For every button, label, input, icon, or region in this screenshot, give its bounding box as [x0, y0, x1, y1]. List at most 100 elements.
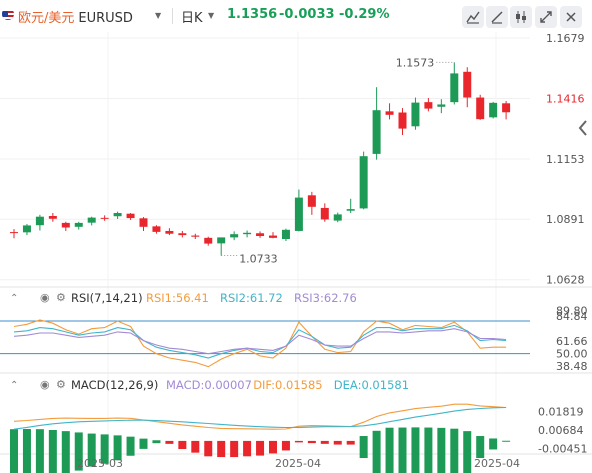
- candle-body: [489, 102, 498, 118]
- symbol-selector[interactable]: 欧元/美元 EURUSD: [18, 7, 133, 26]
- price-tick-label: 1.1416: [546, 92, 585, 105]
- macd-histogram-bar: [333, 440, 342, 445]
- draw-button[interactable]: [486, 6, 508, 28]
- candle-body: [346, 209, 355, 211]
- macd-histogram-bar: [22, 429, 31, 473]
- x-tick-label: 2025-04: [275, 457, 321, 470]
- close-icon: [566, 12, 576, 22]
- rsi-tick-label: 89.80: [556, 304, 588, 317]
- macd-histogram-bar: [294, 440, 303, 443]
- macd-histogram-bar: [204, 440, 213, 457]
- candle-body: [48, 216, 57, 219]
- expand-icon: [540, 11, 552, 23]
- scroll-right-button[interactable]: [575, 117, 591, 139]
- symbol-code: EURUSD: [78, 11, 133, 26]
- macd-histogram-bar: [256, 440, 265, 456]
- candle-body: [22, 225, 31, 233]
- period-selector[interactable]: 日K: [181, 11, 203, 26]
- candle-body: [178, 233, 187, 236]
- macd-histogram-bar: [307, 440, 316, 444]
- macd-histogram-bar: [437, 427, 446, 473]
- macd-histogram-bar: [243, 440, 252, 457]
- rsi-series-line-rsi1: [13, 319, 507, 368]
- settings-button[interactable]: [510, 6, 532, 28]
- rsi-series-line-rsi2: [13, 324, 507, 359]
- candle-body: [74, 222, 83, 227]
- candle-body: [35, 216, 44, 226]
- macd-histogram-bar: [139, 438, 148, 449]
- candle-body: [502, 103, 511, 113]
- macd-histogram-bar: [191, 440, 200, 453]
- settings-icon: [516, 11, 526, 23]
- indicator-button[interactable]: [462, 6, 484, 28]
- macd-histogram-bar: [281, 440, 290, 451]
- rsi-tick-label: 61.66: [556, 335, 588, 348]
- macd-histogram-bar: [320, 440, 329, 444]
- candle-body: [476, 97, 485, 120]
- macd-histogram-bar: [178, 440, 187, 449]
- macd-histogram-bar: [165, 440, 174, 444]
- macd-tick-label: 0.00684: [538, 424, 584, 437]
- symbol-dropdown-icon[interactable]: ▼: [155, 11, 162, 20]
- close-button[interactable]: [560, 6, 582, 28]
- candle-body: [126, 213, 135, 219]
- macd-histogram-bar: [126, 436, 135, 456]
- rsi-legend-entry: RSI3:62.76: [294, 291, 357, 305]
- macd-histogram-bar: [217, 440, 226, 458]
- macd-dif-line: [13, 403, 507, 430]
- period-dropdown-icon[interactable]: ▼: [208, 11, 215, 20]
- candle-body: [450, 73, 459, 103]
- last-price: 1.1356: [227, 7, 278, 22]
- candle-body: [359, 156, 368, 209]
- candle-body: [230, 234, 239, 238]
- macd-histogram-bar: [463, 431, 472, 473]
- candle-body: [165, 230, 174, 234]
- low-price-annotation: 1.0733: [239, 253, 278, 266]
- price-tick-label: 1.1679: [546, 32, 585, 45]
- macd-title: MACD(12,26,9): [71, 378, 158, 392]
- macd-histogram-bar: [48, 429, 57, 473]
- macd-histogram-bar: [502, 440, 511, 442]
- macd-histogram-bar: [411, 427, 420, 473]
- price-change: -0.0033: [279, 7, 335, 22]
- eu-us-flag-icon: [2, 8, 14, 20]
- indicator-icon: [466, 11, 480, 24]
- candle-body: [372, 110, 381, 154]
- rsi-tick-label: 38.48: [556, 360, 588, 373]
- macd-legend-entry: DEA:0.01581: [334, 378, 409, 392]
- collapse-icon: ⌃: [10, 293, 18, 304]
- price-tick-label: 1.0891: [546, 213, 585, 226]
- candle-body: [463, 71, 472, 98]
- macd-tick-label: -0.00451: [538, 442, 587, 455]
- macd-tick-label: 0.01819: [538, 405, 584, 418]
- candle-body: [139, 218, 148, 227]
- macd-histogram-bar: [152, 440, 161, 444]
- rsi-legend-entry: RSI1:56.41: [146, 291, 209, 305]
- rsi-tick-label: 50.00: [556, 348, 588, 361]
- macd-histogram-bar: [61, 431, 70, 473]
- candle-body: [411, 102, 420, 127]
- candle-body: [10, 232, 18, 234]
- expand-button[interactable]: [535, 6, 557, 28]
- x-tick-label: 2025-04: [474, 457, 520, 470]
- chevron-left-icon: [578, 120, 587, 136]
- candle-body: [398, 112, 407, 129]
- eye-icon: ◉: [40, 378, 50, 391]
- macd-histogram-bar: [230, 440, 239, 458]
- macd-histogram-bar: [385, 427, 394, 473]
- price-tick-label: 1.0628: [546, 274, 585, 287]
- indicator-settings-icon: ⚙: [56, 378, 66, 391]
- high-price-annotation: 1.1573: [396, 56, 435, 69]
- candle-body: [204, 237, 213, 244]
- x-tick-label: 2025-03: [77, 457, 123, 470]
- rsi-legend-entry: RSI2:61.72: [220, 291, 283, 305]
- candle-body: [307, 195, 316, 207]
- candle-body: [113, 213, 122, 217]
- candle-body: [437, 104, 446, 107]
- rsi-title: RSI(7,14,21): [71, 291, 143, 305]
- macd-histogram-bar: [113, 435, 122, 461]
- macd-histogram-bar: [372, 430, 381, 473]
- macd-histogram-bar: [269, 440, 277, 454]
- candle-body: [256, 233, 265, 237]
